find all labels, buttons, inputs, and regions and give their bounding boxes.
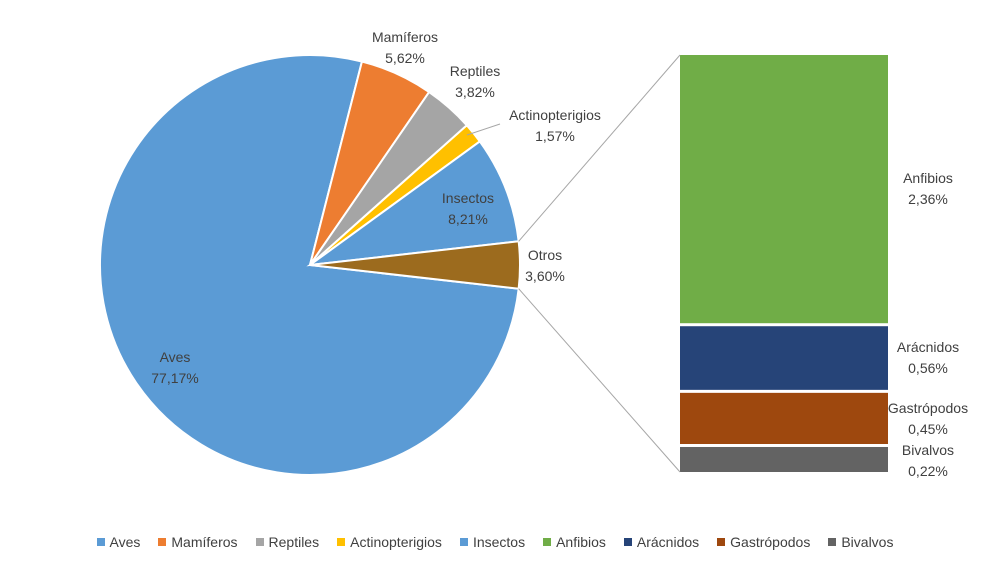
bar-segment-bivalvos (680, 446, 888, 472)
data-label-name-actinopterigios: Actinopterigios (509, 107, 601, 123)
legend-swatch (255, 538, 264, 546)
legend-item-reptiles: Reptiles (255, 534, 320, 550)
legend-item-bivalvos: Bivalvos (828, 534, 893, 550)
data-label-name-otros: Otros (528, 247, 562, 263)
legend-swatch (158, 538, 167, 546)
data-label-name-insectos: Insectos (442, 190, 494, 206)
legend-item-mamiferos: Mamíferos (158, 534, 238, 550)
bar-segment-aracnidos (680, 326, 888, 390)
data-label-name-reptiles: Reptiles (450, 63, 501, 79)
data-label-name-aves: Aves (160, 349, 191, 365)
data-label-value-mamiferos: 5,62% (385, 50, 425, 66)
data-label-value-reptiles: 3,82% (455, 84, 495, 100)
legend-item-insectos: Insectos (459, 534, 526, 550)
data-label-name-mamiferos: Mamíferos (372, 29, 438, 45)
legend-item-anfibios: Anfibios (543, 534, 606, 550)
data-label-value-insectos: 8,21% (448, 211, 488, 227)
data-label-value-anfibios: 2,36% (908, 191, 948, 207)
data-label-name-aracnidos: Arácnidos (897, 339, 959, 355)
legend-label: Gastrópodos (730, 534, 811, 550)
legend-item-actinopterigios: Actinopterigios (337, 534, 442, 550)
bar-segment-anfibios (680, 55, 888, 324)
legend-swatch (623, 538, 632, 546)
connector-line-bottom (518, 288, 681, 473)
pie-slice-insectos (306, 140, 520, 267)
legend-label: Reptiles (268, 534, 320, 550)
bar-segment-gastropodos (680, 392, 888, 444)
legend-swatch (96, 538, 105, 546)
legend-swatch (828, 538, 837, 546)
legend-swatch (337, 538, 346, 546)
legend-item-gastropodos: Gastrópodos (717, 534, 810, 550)
legend-swatch (717, 538, 726, 546)
legend-label: Actinopterigios (350, 534, 442, 550)
legend-item-aves: Aves (96, 534, 141, 550)
data-label-name-bivalvos: Bivalvos (902, 442, 954, 458)
leader-line-actinopterigios (466, 123, 501, 136)
data-label-value-actinopterigios: 1,57% (535, 128, 575, 144)
legend-label: Insectos (472, 534, 526, 550)
legend-label: Bivalvos (841, 534, 894, 550)
data-label-value-aves: 77,17% (151, 370, 198, 386)
connector-line-top (518, 54, 681, 242)
data-label-value-gastropodos: 0,45% (908, 421, 948, 437)
data-label-value-otros: 3,60% (525, 268, 565, 284)
legend-label: Aves (109, 534, 141, 550)
legend-label: Arácnidos (636, 534, 700, 550)
data-label-name-anfibios: Anfibios (903, 170, 953, 186)
data-label-name-gastropodos: Gastrópodos (888, 400, 968, 416)
chart-legend: Aves Mamíferos Reptiles Actinopterigios Inse… (0, 534, 990, 550)
legend-swatch (459, 538, 468, 546)
legend-swatch (543, 538, 552, 546)
legend-label: Anfibios (556, 534, 606, 550)
pie-slice-otros (309, 240, 521, 290)
legend-item-aracnidos: Arácnidos (623, 534, 700, 550)
data-label-value-bivalvos: 0,22% (908, 463, 948, 479)
data-label-value-aracnidos: 0,56% (908, 360, 948, 376)
legend-label: Mamíferos (171, 534, 238, 550)
